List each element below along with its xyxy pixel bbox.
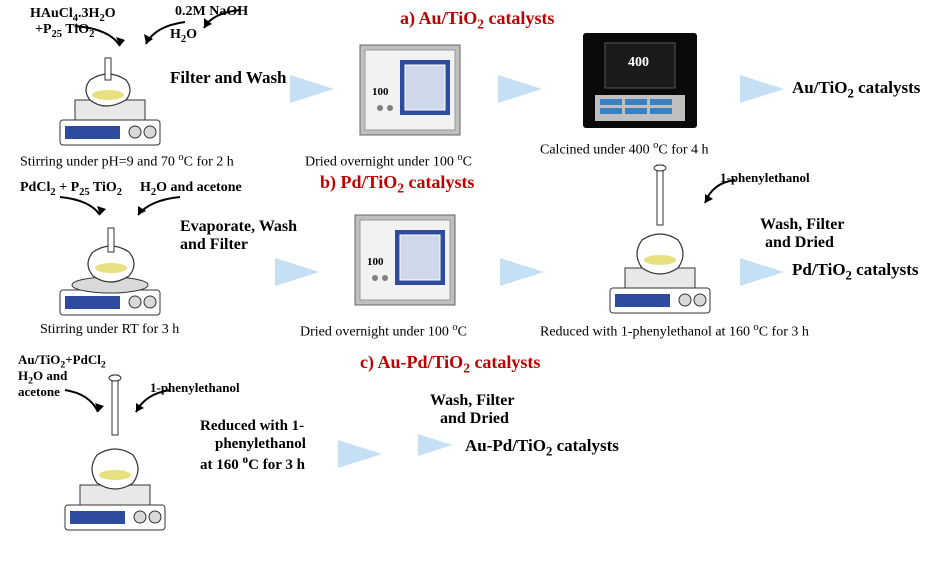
c-reduce-2: phenylethanol bbox=[215, 436, 306, 453]
drying-oven-icon: 100 bbox=[345, 210, 465, 320]
b-step-1a: Evaporate, Wash bbox=[180, 218, 297, 236]
arrow-right-icon bbox=[498, 75, 542, 103]
arrow-right-icon bbox=[500, 258, 544, 286]
c-step-2: and Dried bbox=[440, 410, 509, 428]
a-step-1: Filter and Wash bbox=[170, 68, 287, 88]
a-product: Au/TiO2 catalysts bbox=[792, 78, 920, 101]
arrow-right-icon bbox=[418, 434, 452, 456]
b-step-2a: Wash, Filter bbox=[760, 216, 844, 234]
drying-oven-icon: 100 bbox=[350, 40, 470, 150]
reflux-flask-icon bbox=[45, 370, 185, 540]
row-a-title: a) Au/TiO2 catalysts bbox=[400, 8, 554, 33]
b-reduce-label: Reduced with 1-phenylethanol at 160 oC f… bbox=[540, 322, 809, 341]
arrow-right-icon bbox=[338, 440, 382, 468]
c-step-1: Wash, Filter bbox=[430, 392, 514, 410]
c-reduce-1: Reduced with 1- bbox=[200, 418, 304, 435]
b-product: Pd/TiO2 catalysts bbox=[792, 260, 919, 283]
b-step-1b: and Filter bbox=[180, 236, 248, 254]
c-reduce-3: at 160 oC for 3 h bbox=[200, 454, 305, 474]
b-oven-label: Dried overnight under 100 oC bbox=[300, 322, 467, 341]
b-condition: Stirring under RT for 3 h bbox=[40, 322, 179, 338]
row-b-title: b) Pd/TiO2 catalysts bbox=[320, 172, 474, 197]
svg-text:100: 100 bbox=[372, 86, 389, 98]
a-oven-label: Dried overnight under 100 oC bbox=[305, 152, 472, 171]
a-condition: Stirring under pH=9 and 70 oC for 2 h bbox=[20, 152, 234, 171]
arrow-right-icon bbox=[275, 258, 319, 286]
muffle-furnace-icon: 400 bbox=[575, 28, 705, 143]
svg-text:400: 400 bbox=[628, 55, 649, 70]
arrow-right-icon bbox=[740, 75, 784, 103]
arrow-right-icon bbox=[290, 75, 334, 103]
arrow-right-icon bbox=[740, 258, 784, 286]
b-step-2b: and Dried bbox=[765, 234, 834, 252]
reflux-flask-icon bbox=[590, 160, 730, 320]
arrow-curve-icon bbox=[200, 8, 245, 33]
stirrer-flask-icon bbox=[45, 40, 175, 150]
stirrer-flask-icon bbox=[45, 210, 175, 320]
svg-text:100: 100 bbox=[367, 256, 384, 268]
a-calcine-label: Calcined under 400 oC for 4 h bbox=[540, 140, 709, 159]
row-c-title: c) Au-Pd/TiO2 catalysts bbox=[360, 352, 540, 377]
c-product: Au-Pd/TiO2 catalysts bbox=[465, 436, 619, 459]
